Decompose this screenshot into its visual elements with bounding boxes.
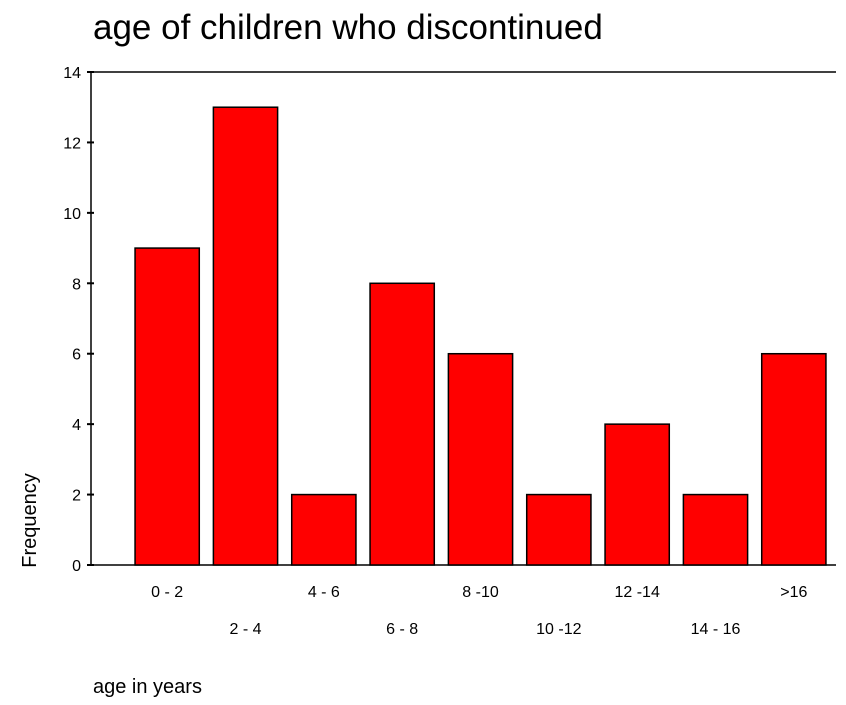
x-tick-label: 12 -14 [614,584,659,601]
y-tick-label: 14 [63,65,81,82]
chart-title: age of children who discontinued [93,8,603,47]
bar [604,423,671,566]
y-tick-label: 6 [72,347,81,364]
x-tick-label: 14 - 16 [691,621,741,638]
x-tick-label: >16 [780,584,807,601]
y-tick-label: 10 [63,206,81,223]
y-tick-label: 2 [72,488,81,505]
bar [682,493,749,566]
y-tick-label: 8 [72,276,81,293]
x-tick-label: 6 - 8 [386,621,418,638]
bar [525,493,592,566]
y-axis: 0 2 4 6 8 10 12 14 [63,65,94,575]
y-tick-label: 0 [72,558,81,575]
x-tick-label: 10 -12 [536,621,581,638]
bar [447,352,514,566]
bar [369,282,436,566]
x-axis-label: age in years [93,676,202,698]
x-tick-label: 2 - 4 [229,621,261,638]
bar [212,106,279,566]
y-tick-label: 4 [72,417,81,434]
bar [760,352,827,566]
y-tick-label: 12 [63,135,81,152]
bars [134,106,827,566]
x-tick-label: 0 - 2 [151,584,183,601]
y-axis-label-container: Frequency [10,440,50,600]
bar [290,493,357,566]
x-axis: 0 - 2 2 - 4 4 - 6 6 - 8 8 -10 10 -12 12 -14 14 … [151,584,807,638]
x-tick-label: 4 - 6 [308,584,340,601]
x-tick-label: 8 -10 [462,584,499,601]
bar [134,247,201,566]
y-axis-label: Frequency [18,472,41,568]
